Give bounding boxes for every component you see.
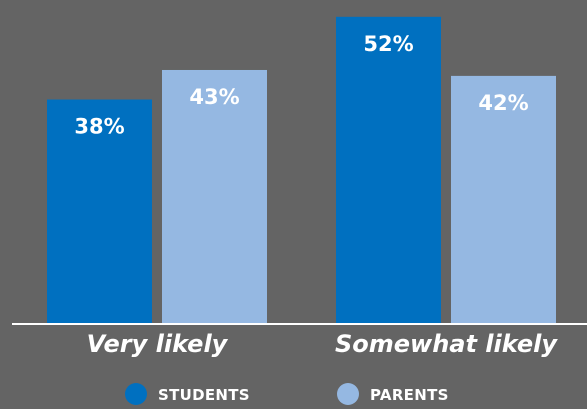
bar-parents-0 bbox=[162, 69, 267, 325]
bars-group bbox=[47, 16, 556, 325]
bar-labels-group: 38% 43% 52% 42% bbox=[74, 32, 528, 139]
legend-swatch-students bbox=[125, 383, 147, 405]
data-label-students-0: 38% bbox=[74, 115, 124, 139]
bar-students-0 bbox=[47, 99, 152, 324]
data-label-students-1: 52% bbox=[363, 32, 413, 56]
category-labels-group: Very likely Somewhat likely bbox=[87, 330, 559, 358]
legend-label-parents: PARENTS bbox=[370, 386, 449, 404]
bar-students-1 bbox=[336, 16, 441, 324]
legend-label-students: STUDENTS bbox=[158, 386, 250, 404]
category-label-1: Somewhat likely bbox=[335, 330, 558, 358]
category-label-0: Very likely bbox=[87, 330, 229, 358]
bar-parents-1 bbox=[451, 75, 556, 324]
data-label-parents-1: 42% bbox=[478, 91, 528, 115]
data-label-parents-0: 43% bbox=[189, 85, 239, 109]
legend: STUDENTS PARENTS bbox=[125, 383, 449, 405]
legend-swatch-parents bbox=[337, 383, 359, 405]
